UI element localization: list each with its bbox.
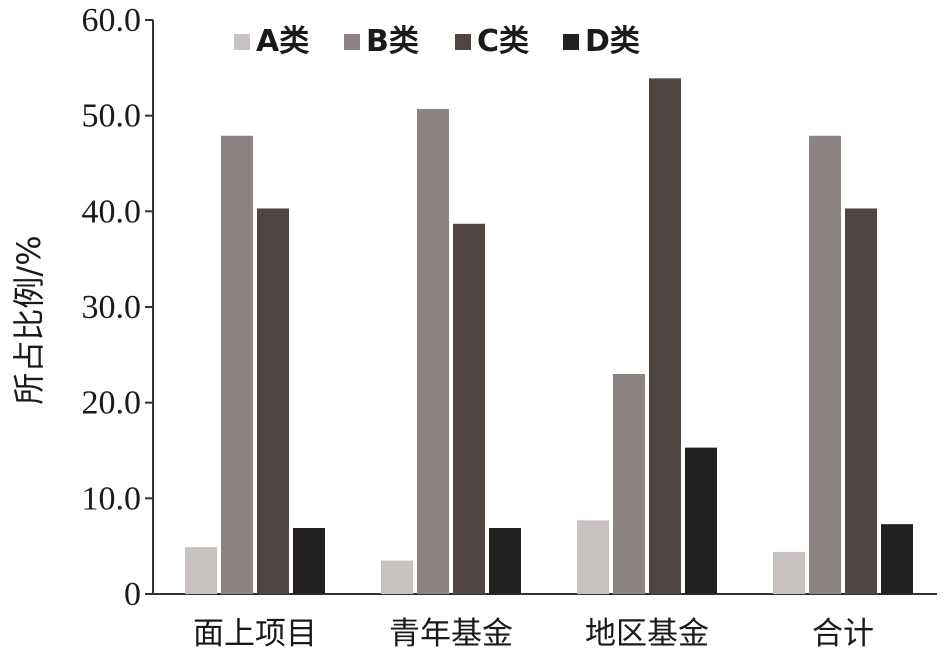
y-tick-label: 60.0 [82,2,142,39]
legend-label: C类 [477,24,529,59]
bar-4-4 [881,524,913,594]
x-tick-label: 合计 [812,616,874,652]
bar-3-2 [613,373,645,594]
bar-2-3 [453,223,485,594]
legend-label: B类 [366,24,419,59]
bar-4-1 [773,551,805,594]
bar-3-1 [577,520,609,594]
y-tick-label: 50.0 [82,98,142,135]
bar-3-4 [685,447,717,594]
legend: A类 B类 C类 D类 [234,24,640,59]
legend-label: D类 [585,24,640,59]
bar-2-1 [381,560,413,594]
bar-4-3 [845,208,877,595]
bar-1-4 [293,527,325,594]
legend-swatch [234,34,250,50]
y-tick-label: 30.0 [82,289,142,326]
y-tick-label: 20.0 [82,385,142,422]
bar-2-2 [417,108,449,594]
x-tick-label: 面上项目 [193,616,317,652]
x-tick-label: 地区基金 [585,616,709,652]
legend-swatch [563,34,579,50]
y-axis-label: 所占比例/% [10,235,48,404]
x-tick-label: 青年基金 [389,616,513,652]
bar-1-2 [221,135,253,595]
bar-1-1 [185,547,217,594]
bars [185,78,913,595]
legend-label: A类 [256,24,309,59]
bar-1-3 [257,208,289,595]
y-tick-label: 40.0 [82,193,142,230]
bar-3-3 [649,78,681,594]
y-tick-label: 0 [124,576,141,613]
y-tick-label: 10.0 [82,480,142,517]
y-ticks: 0 10.0 20.0 30.0 40.0 50.0 60.0 [82,2,153,613]
x-tick-labels: 面上项目 青年基金 地区基金 合计 [193,616,874,652]
legend-swatch [455,34,471,50]
bar-4-2 [809,135,841,595]
bar-2-4 [489,527,521,594]
legend-swatch [344,34,360,50]
